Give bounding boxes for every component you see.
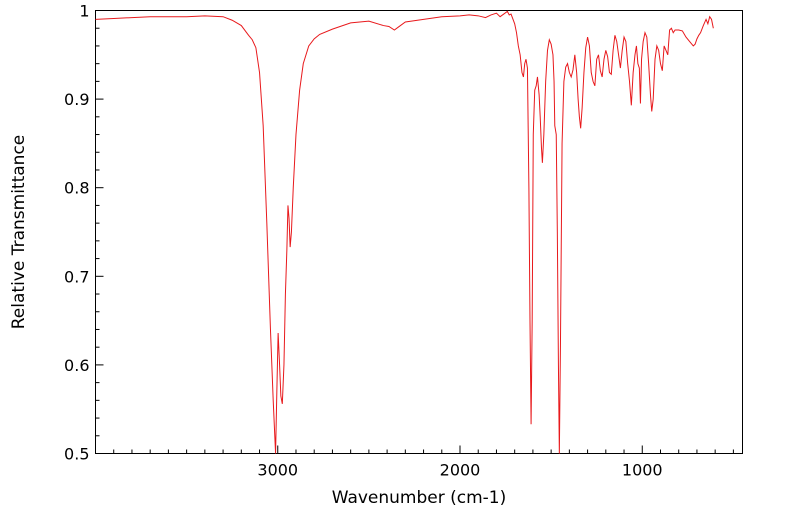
y-tick-label: 0.7	[64, 267, 89, 286]
x-tick-label: 3000	[257, 461, 298, 480]
x-tick-label: 2000	[440, 461, 481, 480]
x-axis-label: Wavenumber (cm-1)	[332, 488, 507, 508]
y-axis-label: Relative Transmittance	[9, 135, 29, 330]
y-tick-label: 1	[79, 2, 89, 21]
x-tick-label: 1000	[622, 461, 663, 480]
y-tick-label: 0.9	[64, 90, 89, 109]
x-tick-labels: 3000 2000 1000	[257, 461, 662, 480]
y-tick-labels: 0.5 0.6 0.7 0.8 0.9 1	[64, 2, 89, 464]
minor-ticks	[95, 27, 734, 454]
major-ticks	[95, 10, 643, 454]
y-tick-label: 0.6	[64, 356, 89, 375]
spectrum-series-line	[95, 10, 714, 454]
y-tick-label: 0.5	[64, 445, 89, 464]
y-tick-label: 0.8	[64, 179, 89, 198]
plot-area-frame	[95, 10, 743, 454]
